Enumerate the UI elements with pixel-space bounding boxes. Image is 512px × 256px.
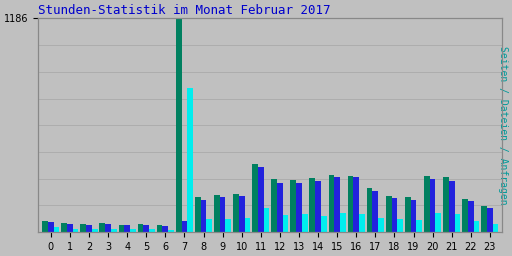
Bar xyxy=(187,88,193,232)
Bar xyxy=(157,225,162,232)
Bar xyxy=(416,220,422,232)
Bar xyxy=(99,223,105,232)
Bar xyxy=(252,164,258,232)
Bar xyxy=(468,201,474,232)
Bar xyxy=(411,200,416,232)
Bar xyxy=(105,224,111,232)
Bar xyxy=(283,215,288,232)
Bar xyxy=(182,221,187,232)
Bar xyxy=(462,199,468,232)
Bar xyxy=(302,214,308,232)
Bar xyxy=(119,225,124,232)
Bar xyxy=(245,218,250,232)
Bar xyxy=(176,18,182,232)
Bar xyxy=(201,200,206,232)
Bar xyxy=(258,167,264,232)
Bar xyxy=(474,221,479,232)
Bar xyxy=(378,218,384,232)
Bar xyxy=(130,229,136,232)
Bar xyxy=(42,221,48,232)
Bar xyxy=(329,175,334,232)
Bar xyxy=(225,219,231,232)
Bar xyxy=(233,194,239,232)
Bar xyxy=(195,197,201,232)
Bar xyxy=(220,197,225,232)
Bar xyxy=(424,176,430,232)
Bar xyxy=(214,195,220,232)
Bar xyxy=(61,223,67,232)
Bar xyxy=(296,183,302,232)
Bar xyxy=(124,226,130,232)
Bar xyxy=(359,214,365,232)
Bar xyxy=(340,213,346,232)
Bar xyxy=(92,229,98,232)
Bar xyxy=(367,188,372,232)
Bar xyxy=(436,213,441,232)
Y-axis label: Seiten / Dateien / Anfragen: Seiten / Dateien / Anfragen xyxy=(498,46,508,205)
Bar xyxy=(386,196,392,232)
Bar xyxy=(111,229,117,232)
Bar xyxy=(315,181,321,232)
Bar xyxy=(487,208,493,232)
Bar xyxy=(277,183,283,232)
Bar xyxy=(264,208,269,232)
Bar xyxy=(334,177,340,232)
Bar xyxy=(86,225,92,232)
Bar xyxy=(168,230,174,232)
Bar xyxy=(372,191,378,232)
Text: Stunden-Statistik im Monat Februar 2017: Stunden-Statistik im Monat Februar 2017 xyxy=(38,4,331,17)
Bar xyxy=(73,229,78,232)
Bar xyxy=(493,224,499,232)
Bar xyxy=(290,180,296,232)
Bar xyxy=(271,179,277,232)
Bar xyxy=(348,176,353,232)
Bar xyxy=(443,177,449,232)
Bar xyxy=(162,226,168,232)
Bar xyxy=(138,224,143,232)
Bar xyxy=(309,178,315,232)
Bar xyxy=(54,227,59,232)
Bar xyxy=(239,196,245,232)
Bar xyxy=(392,198,397,232)
Bar xyxy=(67,224,73,232)
Bar xyxy=(397,219,403,232)
Bar xyxy=(80,224,86,232)
Bar xyxy=(353,177,359,232)
Bar xyxy=(143,225,149,232)
Bar xyxy=(430,179,436,232)
Bar xyxy=(449,181,455,232)
Bar xyxy=(206,219,212,232)
Bar xyxy=(149,229,155,232)
Bar xyxy=(48,222,54,232)
Bar xyxy=(455,214,460,232)
Bar xyxy=(481,206,487,232)
Bar xyxy=(405,197,411,232)
Bar xyxy=(321,216,327,232)
